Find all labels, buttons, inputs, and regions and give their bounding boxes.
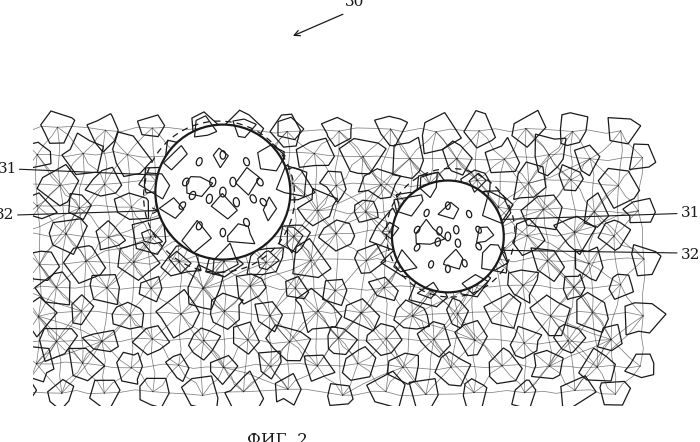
Text: ФИГ. 2: ФИГ. 2 [247, 432, 308, 442]
Text: 31: 31 [680, 206, 700, 221]
Text: 31: 31 [0, 162, 18, 176]
Circle shape [392, 180, 504, 292]
Text: 30: 30 [345, 0, 364, 9]
Text: 32: 32 [0, 208, 14, 222]
Text: 32: 32 [680, 248, 700, 262]
Circle shape [155, 125, 290, 259]
